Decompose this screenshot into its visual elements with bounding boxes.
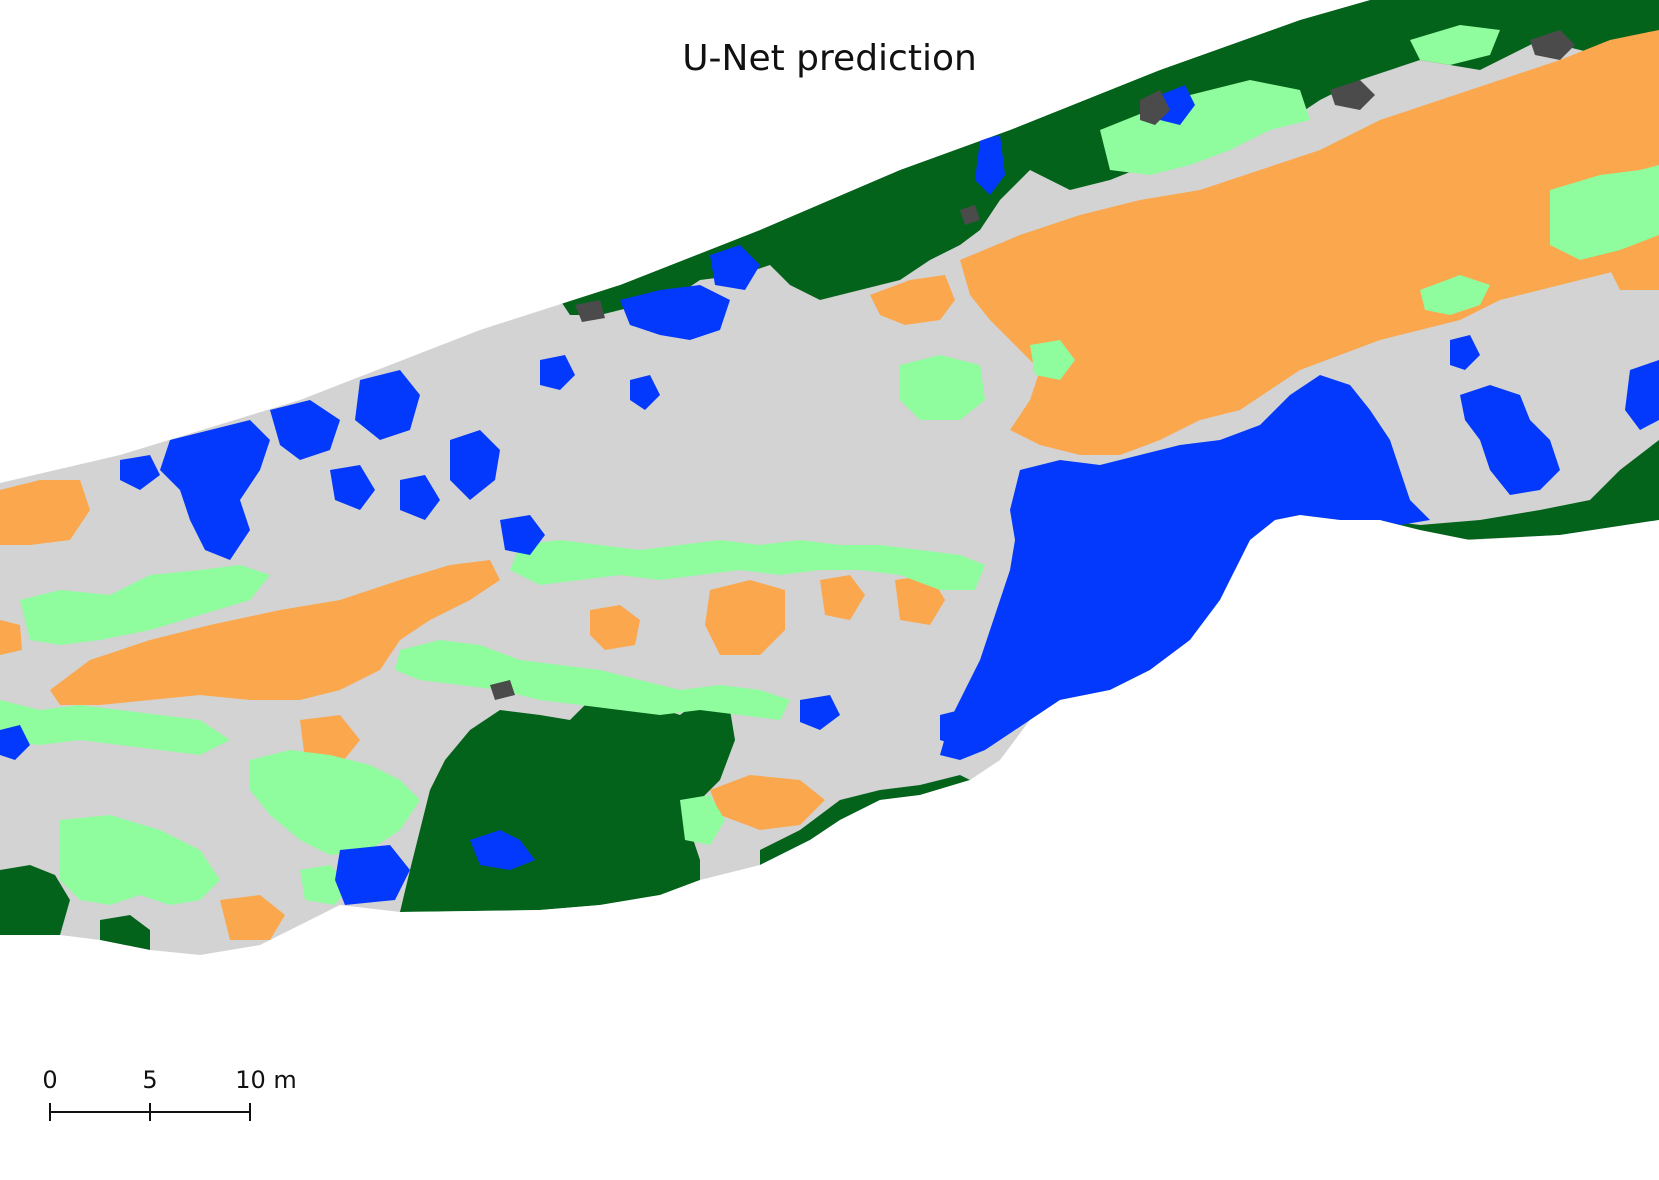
grassland-region [680,795,725,845]
grassland-region [1410,25,1500,65]
sand-region [820,575,865,620]
grassland-region [510,540,985,590]
shadow-region [960,205,980,225]
scale-bar-label: 10 m [235,1066,297,1094]
water-region [1450,335,1480,370]
shadow-region [1140,90,1170,125]
sand-region [960,30,1659,455]
water-region [710,245,760,290]
water-region [940,710,970,745]
sand-region [895,575,945,625]
water-region [1460,385,1560,495]
sand-region [870,275,955,325]
sand-region [220,895,285,940]
water-region [160,420,270,560]
water-region [975,135,1005,195]
water-region [120,455,160,490]
sand-region [300,715,360,765]
scale-bar-label: 5 [142,1066,157,1094]
shadow-region [1285,515,1310,545]
water-region [450,430,500,500]
water-region [1160,85,1195,125]
forest-region [1235,440,1659,570]
scale-bar: 0 5 10 m [42,1066,297,1121]
grassland-region [395,640,790,720]
water-region [630,375,660,410]
grassland-region [20,565,270,645]
grassland-region [1550,165,1659,260]
grassland-region [1100,80,1310,175]
forest-region [100,915,150,950]
map-title: U-Net prediction [682,38,977,79]
sand-region [710,775,825,830]
water-region [330,465,375,510]
water-region [335,845,410,905]
grassland-region [60,815,220,905]
scale-bar-label: 0 [42,1066,57,1094]
water-region [355,370,420,440]
shadow-region [490,680,515,700]
water-region [800,695,840,730]
water-region [470,830,535,870]
water-region [1625,360,1659,430]
forest-region [760,775,970,865]
water-region [0,725,30,760]
water-region [940,375,1430,760]
sand-region [50,560,500,705]
grassland-region [1420,275,1490,315]
shadow-region [1330,80,1375,110]
grassland-region [900,355,985,420]
water-region [620,285,730,340]
water-region [540,355,575,390]
grassland-region [1030,340,1075,380]
grassland-region [0,700,230,755]
water-region [270,400,340,460]
shadow-region [1530,30,1575,60]
sand-region [705,580,785,655]
forest-region [0,865,70,935]
water-region [500,515,545,555]
sand-region [0,620,22,655]
sand-region [0,480,90,545]
water-region [400,475,440,520]
sand-region [590,605,640,650]
shadow-region [575,300,605,322]
grassland-region [250,750,420,855]
